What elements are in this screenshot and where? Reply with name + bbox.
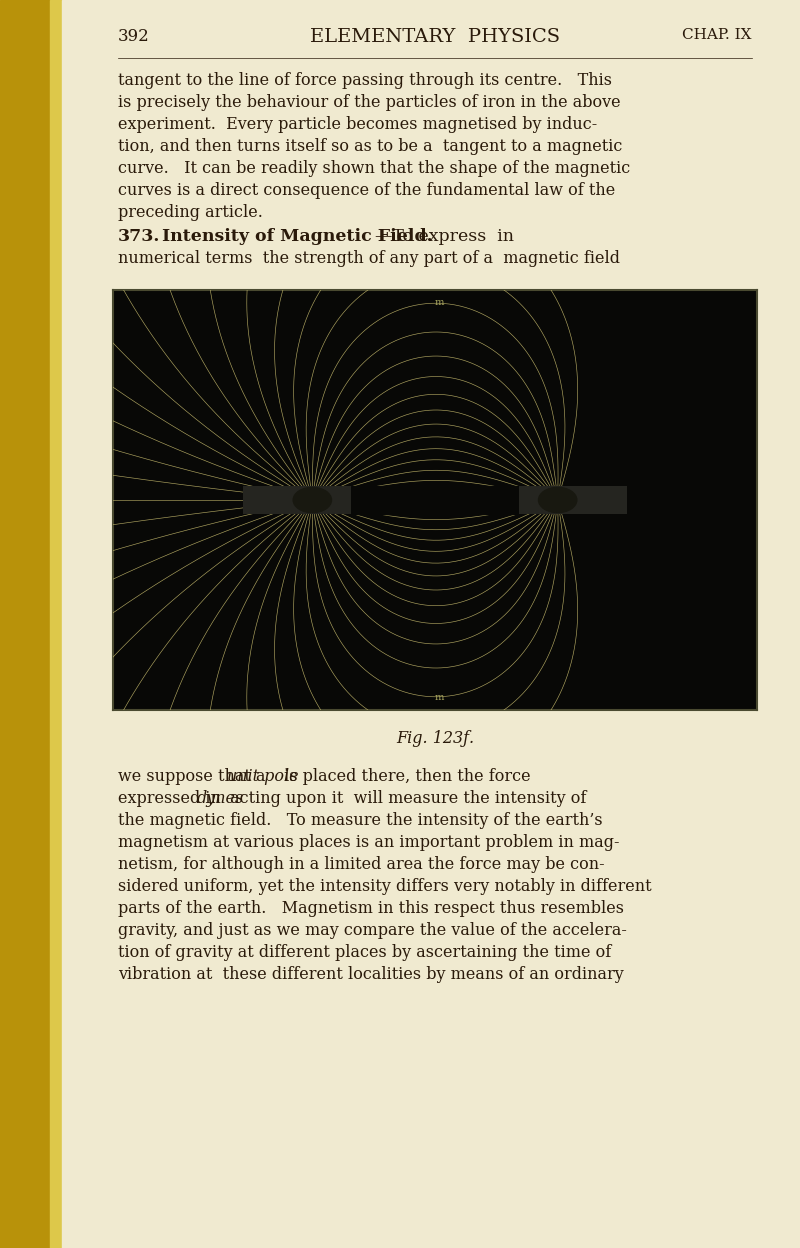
Text: m: m <box>434 693 443 701</box>
Text: is placed there, then the force: is placed there, then the force <box>278 768 530 785</box>
Text: numerical terms  the strength of any part of a  magnetic field: numerical terms the strength of any part… <box>118 250 620 267</box>
Text: m: m <box>434 298 443 307</box>
Text: preceding article.: preceding article. <box>118 203 263 221</box>
Bar <box>50 0 62 1248</box>
Text: ELEMENTARY  PHYSICS: ELEMENTARY PHYSICS <box>310 27 560 46</box>
Text: parts of the earth.   Magnetism in this respect thus resembles: parts of the earth. Magnetism in this re… <box>118 900 624 917</box>
Bar <box>519 485 626 514</box>
Text: unit pole: unit pole <box>227 768 298 785</box>
Bar <box>0 0 50 1248</box>
Text: tion of gravity at different places by ascertaining the time of: tion of gravity at different places by a… <box>118 943 611 961</box>
Text: curves is a direct consequence of the fundamental law of the: curves is a direct consequence of the fu… <box>118 182 615 198</box>
Text: netism, for although in a limited area the force may be con-: netism, for although in a limited area t… <box>118 856 605 874</box>
Text: CHAP. IX: CHAP. IX <box>682 27 752 42</box>
Text: expressed in: expressed in <box>118 790 226 807</box>
Text: tangent to the line of force passing through its centre.   This: tangent to the line of force passing thr… <box>118 72 612 89</box>
Text: we suppose that a: we suppose that a <box>118 768 270 785</box>
Text: —To express  in: —To express in <box>375 228 514 245</box>
Text: vibration at  these different localities by means of an ordinary: vibration at these different localities … <box>118 966 624 983</box>
Text: sidered uniform, yet the intensity differs very notably in different: sidered uniform, yet the intensity diffe… <box>118 879 652 895</box>
Bar <box>350 485 519 514</box>
Text: acting upon it  will measure the intensity of: acting upon it will measure the intensit… <box>226 790 586 807</box>
Bar <box>243 485 350 514</box>
Text: magnetism at various places is an important problem in mag-: magnetism at various places is an import… <box>118 834 619 851</box>
Text: 392: 392 <box>118 27 150 45</box>
Text: Intensity of Magnetic Field.: Intensity of Magnetic Field. <box>150 228 433 245</box>
Ellipse shape <box>538 488 577 513</box>
Text: 373.: 373. <box>118 228 160 245</box>
Ellipse shape <box>293 488 331 513</box>
Text: dynes: dynes <box>197 790 244 807</box>
Text: curve.   It can be readily shown that the shape of the magnetic: curve. It can be readily shown that the … <box>118 160 630 177</box>
Text: is precisely the behaviour of the particles of iron in the above: is precisely the behaviour of the partic… <box>118 94 621 111</box>
Text: experiment.  Every particle becomes magnetised by induc-: experiment. Every particle becomes magne… <box>118 116 598 134</box>
Text: tion, and then turns itself so as to be a  tangent to a magnetic: tion, and then turns itself so as to be … <box>118 139 622 155</box>
Text: Fig. 123ƒ.: Fig. 123ƒ. <box>396 730 474 748</box>
Text: gravity, and just as we may compare the value of the accelera-: gravity, and just as we may compare the … <box>118 922 627 938</box>
Text: the magnetic field.   To measure the intensity of the earth’s: the magnetic field. To measure the inten… <box>118 812 602 829</box>
